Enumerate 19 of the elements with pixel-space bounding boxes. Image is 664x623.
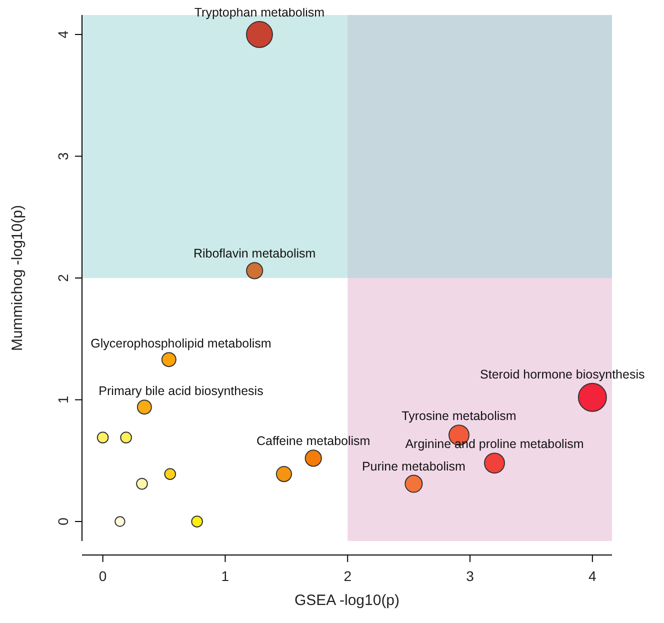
- annotation: Glycerophospholipid metabolism: [90, 336, 272, 351]
- x-tick-label: 1: [221, 568, 230, 584]
- y-tick-label: 0: [55, 517, 71, 526]
- annotation: Caffeine metabolism: [256, 434, 370, 448]
- y-tick-label: 3: [55, 152, 71, 160]
- y-tick-label: 1: [55, 396, 71, 404]
- y-tick-label: 2: [55, 274, 71, 282]
- annotation: Purine metabolism: [362, 459, 466, 474]
- x-tick-label: 3: [466, 568, 474, 584]
- annotation: Tyrosine metabolism: [402, 409, 516, 424]
- annotation: Steroid hormone biosynthesis: [480, 367, 645, 382]
- annotation: Riboflavin metabolism: [193, 246, 316, 261]
- x-axis-title: GSEA -log10(p): [294, 592, 400, 609]
- y-tick-label: 4: [55, 30, 71, 38]
- annotation: Primary bile acid biosynthesis: [98, 384, 264, 398]
- x-tick-label: 2: [344, 568, 352, 584]
- x-tick-label: 4: [588, 568, 597, 584]
- x-tick-label: 0: [98, 568, 107, 584]
- y-axis-title: Mummichog -log10(p): [9, 205, 26, 351]
